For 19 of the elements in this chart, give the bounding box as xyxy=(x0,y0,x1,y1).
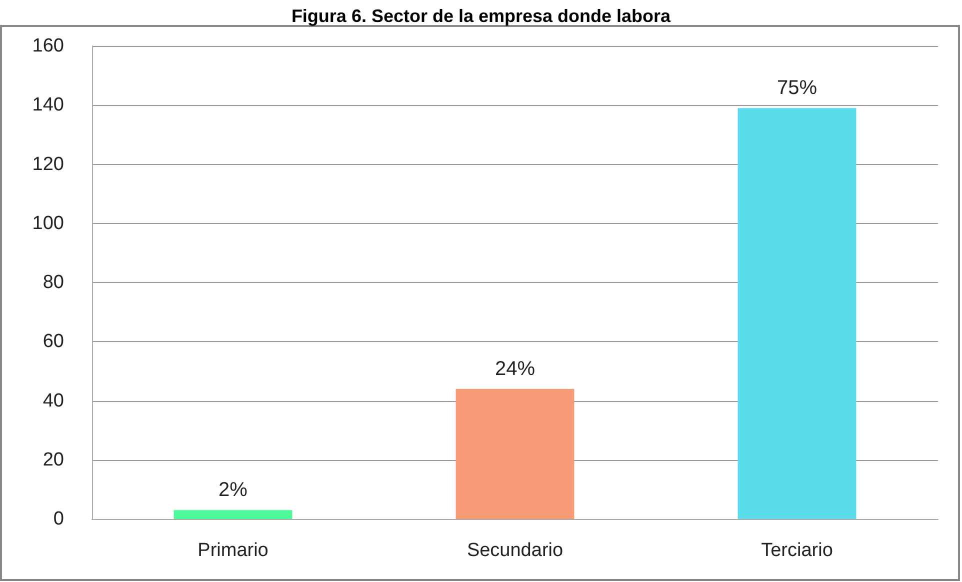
x-tick-label: Terciario xyxy=(761,540,833,561)
y-tick-label: 140 xyxy=(32,94,64,116)
y-tick-label: 40 xyxy=(42,390,64,412)
bar xyxy=(738,108,856,519)
annotation: 2% xyxy=(218,479,248,502)
bar xyxy=(456,388,574,519)
y-tick-label: 120 xyxy=(32,154,64,175)
y-tick-label: 60 xyxy=(42,331,64,352)
x-tick-label: Secundario xyxy=(466,540,564,561)
chart-title: Figura 6. Sector de la empresa donde labora xyxy=(291,6,672,26)
y-tick-label: 160 xyxy=(32,36,64,56)
x-tick-label: Primario xyxy=(198,540,268,561)
annotation: 24% xyxy=(494,358,536,380)
y-tick-label: 100 xyxy=(32,212,64,234)
annotation: 75% xyxy=(776,77,818,100)
bar xyxy=(174,510,292,519)
y-tick-label: 0 xyxy=(53,508,64,530)
y-tick-label: 20 xyxy=(42,449,64,470)
y-tick-label: 80 xyxy=(42,272,64,293)
